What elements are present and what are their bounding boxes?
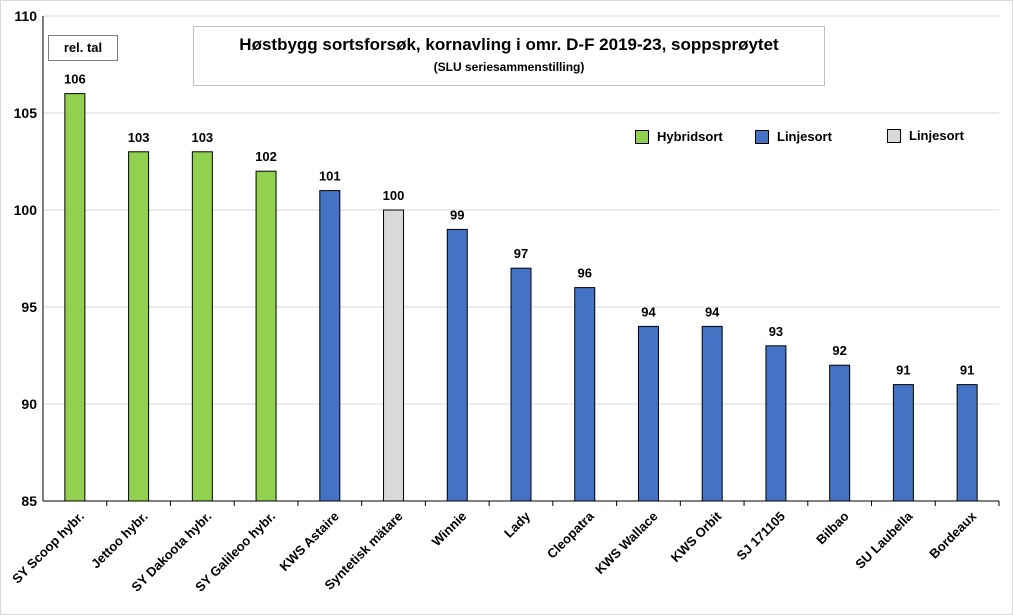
- x-tick-label: KWS Orbit: [668, 508, 725, 565]
- legend-swatch-reference: [887, 128, 901, 143]
- bar: [956, 384, 978, 502]
- y-tick-label: 100: [14, 202, 38, 218]
- chart-subtitle: (SLU seriesammenstilling): [433, 60, 585, 74]
- bar: [64, 93, 86, 502]
- bar: [383, 209, 405, 502]
- x-tick-label: SY Scoop hybr.: [9, 509, 87, 587]
- bar: [701, 325, 723, 502]
- data-label: 99: [450, 207, 464, 222]
- bar: [637, 325, 659, 502]
- data-label: 94: [705, 304, 720, 319]
- chart-title-box: Høstbygg sortsforsøk, kornavling i omr. …: [193, 26, 825, 86]
- bar: [765, 345, 787, 502]
- data-label: 94: [641, 304, 656, 319]
- y-axis-label: rel. tal: [48, 35, 118, 61]
- x-tick-label: KWS Astaire: [276, 509, 341, 574]
- legend-label-line: Linjesort: [777, 129, 832, 144]
- data-label: 102: [255, 149, 277, 164]
- x-tick-label: KWS Wallace: [592, 509, 661, 578]
- y-tick-label: 85: [21, 493, 37, 509]
- data-label: 92: [832, 343, 846, 358]
- data-label: 91: [896, 363, 910, 378]
- bar: [191, 151, 213, 502]
- x-tick-label: Bordeaux: [926, 508, 980, 562]
- data-label: 91: [960, 363, 974, 378]
- legend-item-line: Linjesort: [755, 129, 832, 144]
- bar: [446, 228, 468, 502]
- bar: [892, 384, 914, 502]
- y-tick-label: 95: [21, 299, 37, 315]
- bar: [574, 287, 596, 502]
- data-label: 106: [64, 72, 86, 87]
- y-tick-label: 110: [14, 8, 37, 24]
- x-tick-label: SJ 171105: [733, 509, 788, 564]
- data-label: 93: [769, 324, 783, 339]
- bar: [128, 151, 150, 502]
- data-label: 97: [514, 246, 528, 261]
- legend-label-hybrid: Hybridsort: [657, 129, 723, 144]
- x-tick-label: Cleopatra: [544, 508, 598, 562]
- bar: [829, 364, 851, 502]
- data-label: 100: [383, 188, 405, 203]
- x-tick-label: SU Laubella: [852, 508, 916, 572]
- legend-item-reference: Linjesort: [887, 128, 964, 143]
- x-tick-label: Bilbao: [813, 508, 852, 547]
- bar: [510, 267, 532, 502]
- legend-swatch-line: [755, 129, 769, 144]
- data-label: 96: [577, 266, 591, 281]
- bar: [319, 190, 341, 502]
- bar: [255, 170, 277, 502]
- data-label: 101: [319, 169, 341, 184]
- y-tick-label: 90: [21, 396, 37, 412]
- x-tick-label: Winnie: [429, 509, 470, 550]
- x-tick-label: Jettoo hybr.: [88, 509, 151, 572]
- data-label: 103: [191, 130, 213, 145]
- legend-item-hybrid: Hybridsort: [635, 129, 723, 144]
- data-label: 103: [128, 130, 150, 145]
- legend-label-reference: Linjesort: [909, 128, 964, 143]
- x-tick-label: Lady: [501, 508, 534, 541]
- legend-swatch-hybrid: [635, 129, 649, 144]
- y-tick-label: 105: [14, 105, 38, 121]
- chart-title: Høstbygg sortsforsøk, kornavling i omr. …: [239, 35, 779, 54]
